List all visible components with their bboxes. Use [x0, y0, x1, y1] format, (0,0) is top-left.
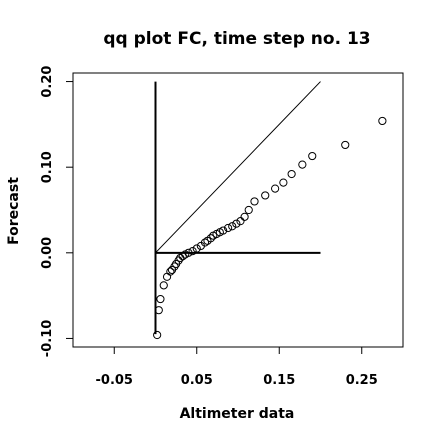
x-axis-title: Altimeter data — [180, 406, 295, 422]
x-tick-label: 0.15 — [263, 373, 295, 388]
qq-point — [166, 267, 175, 276]
qq-point — [159, 281, 168, 290]
qq-point — [341, 140, 350, 150]
qq-point — [378, 116, 387, 126]
qq-point — [184, 248, 193, 257]
x-tick-label: 0.05 — [181, 373, 213, 388]
x-tick-label: -0.05 — [96, 373, 133, 388]
qq-point — [287, 169, 296, 179]
qq-point — [232, 219, 241, 228]
qq-point — [240, 212, 249, 221]
qq-point — [308, 151, 317, 161]
qq-point — [162, 272, 172, 281]
qq-point — [200, 238, 210, 247]
y-axis-title: Forecast — [6, 177, 22, 245]
qq-point — [298, 160, 307, 169]
qq-point — [176, 253, 185, 263]
qq-point — [192, 244, 201, 253]
qq-point — [224, 223, 233, 233]
qq-point — [174, 256, 183, 265]
qq-point — [236, 217, 245, 226]
qq-point — [244, 205, 253, 215]
qq-point — [154, 306, 163, 315]
qq-point — [219, 226, 228, 235]
qq-point — [271, 184, 280, 193]
y-tick-label: 0.10 — [40, 151, 55, 183]
qq-point — [250, 197, 259, 206]
plot-frame — [72, 72, 404, 348]
y-tick-label: -0.10 — [40, 320, 55, 357]
y-tick-label: 0.00 — [40, 237, 55, 269]
reference-lines — [154, 81, 321, 335]
qq-point — [261, 191, 270, 200]
qq-point — [279, 178, 288, 187]
qq-points — [153, 116, 387, 340]
identity-line — [155, 81, 321, 254]
y-tick-label: 0.20 — [40, 66, 55, 98]
qq-point — [153, 330, 162, 340]
qq-point — [188, 247, 197, 256]
chart-title: qq plot FC, time step no. 13 — [103, 29, 370, 49]
x-tick-label: 0.25 — [346, 373, 378, 388]
y-axis: -0.10 0.00 0.10 0.20 — [40, 66, 73, 357]
qq-point — [206, 234, 215, 243]
qq-point — [170, 262, 179, 271]
qq-point — [156, 294, 165, 304]
x-axis: -0.05 0.05 0.15 0.25 — [96, 347, 378, 388]
qq-point — [228, 222, 237, 231]
